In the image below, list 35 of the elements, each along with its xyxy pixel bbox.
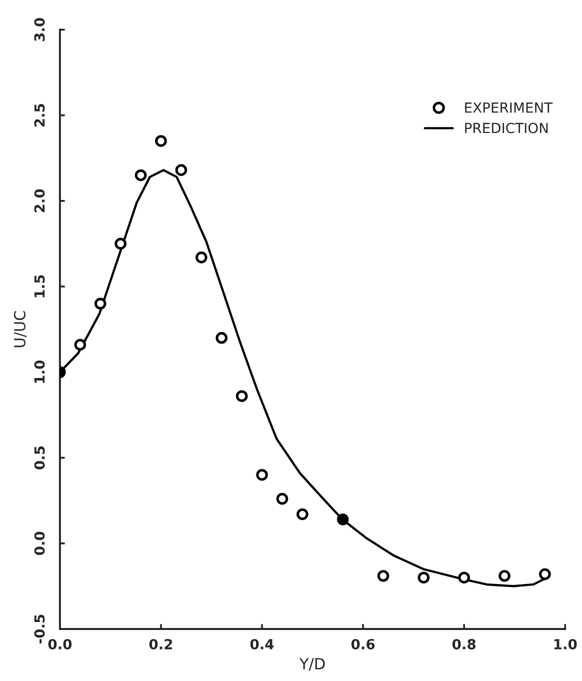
y-tick-label: -0.5: [34, 614, 45, 644]
point: [539, 568, 551, 580]
point: [114, 238, 126, 250]
y-tick-label: 3.0: [34, 18, 45, 42]
point: [458, 572, 470, 584]
point: [155, 135, 167, 147]
y-tick-label: 0.5: [34, 446, 45, 470]
x-axis-title: Y/D: [299, 658, 325, 671]
y-tick-label: 1.5: [34, 275, 45, 298]
x-tick-label: 0.6: [351, 638, 375, 650]
legend-label: PREDICTION: [465, 122, 548, 134]
y-axis-title: U/UC: [14, 311, 27, 348]
point: [195, 252, 208, 264]
y-tick-label: 2.5: [34, 104, 45, 127]
x-tick-label: 0.0: [48, 638, 72, 650]
y-tick-label: 2.0: [34, 189, 45, 212]
x-tick-label: 0.2: [149, 638, 172, 650]
point: [236, 390, 248, 402]
point: [377, 570, 390, 582]
point: [175, 164, 188, 176]
point: [498, 570, 510, 582]
x-tick-label: 0.4: [250, 638, 274, 650]
point: [296, 508, 308, 520]
point: [418, 572, 430, 584]
point: [74, 338, 86, 351]
point: [276, 492, 288, 505]
x-tick-label: 1.0: [554, 638, 577, 650]
point: [216, 332, 228, 344]
y-tick-label: 0.0: [34, 532, 45, 555]
point: [134, 169, 147, 182]
y-tick-label: 1.0: [34, 360, 45, 383]
point: [256, 468, 268, 481]
legend-label: EXPERIMENT: [465, 102, 553, 113]
x-tick-label: 0.8: [452, 638, 476, 650]
point: [94, 298, 106, 310]
